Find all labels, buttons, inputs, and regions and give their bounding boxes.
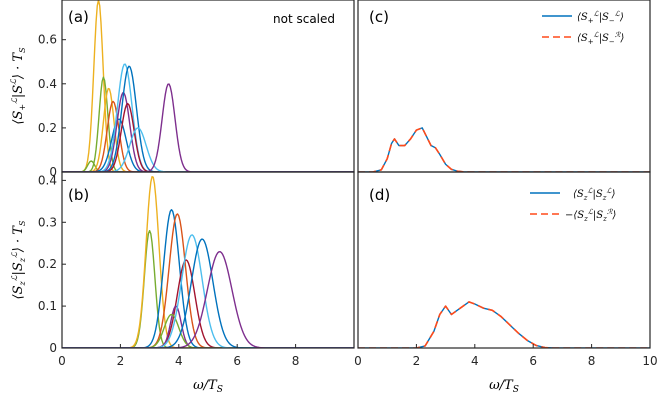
panel-a: 0 0.2 0.4 0.6 (a) not scaled ⟨S+ℒ|Sℒ⟩ · TS	[9, 0, 355, 179]
series-line-a-0	[62, 0, 354, 172]
series-line-a-10	[62, 127, 354, 172]
series-line-a-4	[62, 100, 354, 172]
series-line-a-9	[62, 102, 354, 172]
xtick-label-b-1: 2	[117, 354, 125, 368]
series-line-b-6	[62, 313, 354, 348]
xtick-label-d-5: 10	[642, 354, 657, 368]
panel-c-legend: ⟨S+ℒ|S−ℒ⟩ ⟨S+ℒ|S−ℛ⟩	[542, 10, 624, 46]
legend-label-d-0: ⟨Szℒ|Szℒ⟩	[573, 187, 616, 202]
panel-d-xticks: 0 2 4 6 8 10	[354, 344, 658, 368]
series-line-b-9	[62, 250, 354, 348]
series-line-b-2	[62, 209, 354, 348]
panel-d-xlabel: ω/TS	[489, 378, 519, 395]
series-line-a-3	[62, 87, 354, 172]
ytick-label-a-3: 0.6	[38, 33, 57, 47]
series-line-b-4	[62, 259, 354, 348]
ytick-label-a-0: 0	[49, 165, 57, 179]
series-line-c-1	[358, 127, 650, 172]
ytick-label-a-1: 0.2	[38, 121, 57, 135]
ytick-label-b-2: 0.2	[38, 257, 57, 271]
panel-b: 0 0.1 0.2 0.3 0.4 0 2 4 6 8 (b) ⟨Szℒ|Szℒ⟩ · TS ω…	[10, 171, 355, 395]
series-line-a-6	[62, 92, 354, 172]
ytick-label-b-0: 0	[49, 341, 57, 355]
panel-b-xticks: 0 2 4 6 8	[58, 344, 299, 368]
series-line-a-7	[62, 63, 354, 172]
ytick-label-b-1: 0.1	[38, 299, 57, 313]
series-line-a-1	[62, 76, 354, 172]
legend-label-c-1: ⟨S+ℒ|S−ℛ⟩	[577, 31, 624, 46]
legend-label-d-1: −⟨Szℒ|Szℛ⟩	[565, 208, 616, 223]
panel-b-yticks: 0 0.1 0.2 0.3 0.4	[38, 173, 66, 355]
xtick-label-d-3: 6	[529, 354, 537, 368]
series-line-b-1	[62, 175, 354, 348]
legend-label-c-0: ⟨S+ℒ|S−ℒ⟩	[577, 10, 624, 25]
ytick-label-b-3: 0.3	[38, 215, 57, 229]
panel-c-series	[358, 127, 650, 172]
panel-a-label: (a)	[68, 8, 89, 26]
series-line-d-0	[358, 301, 650, 348]
xtick-label-b-2: 4	[175, 354, 183, 368]
panel-c: (c) ⟨S+ℒ|S−ℒ⟩ ⟨S+ℒ|S−ℛ⟩	[357, 0, 651, 173]
panel-b-label: (b)	[68, 186, 89, 204]
xtick-label-b-3: 6	[233, 354, 241, 368]
xtick-label-b-4: 8	[292, 354, 300, 368]
series-line-a-5	[62, 118, 354, 172]
panel-a-ylabel: ⟨S+ℒ|Sℒ⟩ · TS	[9, 47, 27, 125]
ytick-label-a-2: 0.4	[38, 77, 57, 91]
xtick-label-b-0: 0	[58, 354, 66, 368]
panel-d: 0 2 4 6 8 10 (d) ω/TS ⟨Szℒ|Szℒ⟩ −⟨Szℒ|Szℛ⟩	[354, 171, 658, 395]
xtick-label-d-2: 4	[471, 354, 479, 368]
panel-b-frame	[61, 171, 355, 349]
xtick-label-d-4: 8	[588, 354, 596, 368]
series-line-b-3	[62, 213, 354, 348]
ytick-label-b-4: 0.4	[38, 173, 57, 187]
xtick-label-d-1: 2	[413, 354, 421, 368]
series-line-d-1	[358, 301, 650, 348]
panel-b-series	[62, 175, 354, 348]
panel-c-label: (c)	[369, 8, 389, 26]
series-line-b-7	[62, 234, 354, 348]
panel-b-xlabel: ω/TS	[193, 378, 223, 395]
panel-d-frame	[357, 171, 651, 349]
xtick-label-d-0: 0	[354, 354, 362, 368]
series-line-a-8	[62, 65, 354, 172]
panel-d-legend: ⟨Szℒ|Szℒ⟩ −⟨Szℒ|Szℛ⟩	[530, 187, 616, 223]
panel-b-ylabel: ⟨Szℒ|Szℒ⟩ · TS	[10, 220, 27, 299]
series-line-c-0	[358, 127, 650, 172]
series-line-b-8	[62, 238, 354, 348]
panel-a-annotation: not scaled	[273, 12, 335, 26]
panel-d-label: (d)	[369, 186, 390, 204]
panel-d-series	[358, 301, 650, 348]
